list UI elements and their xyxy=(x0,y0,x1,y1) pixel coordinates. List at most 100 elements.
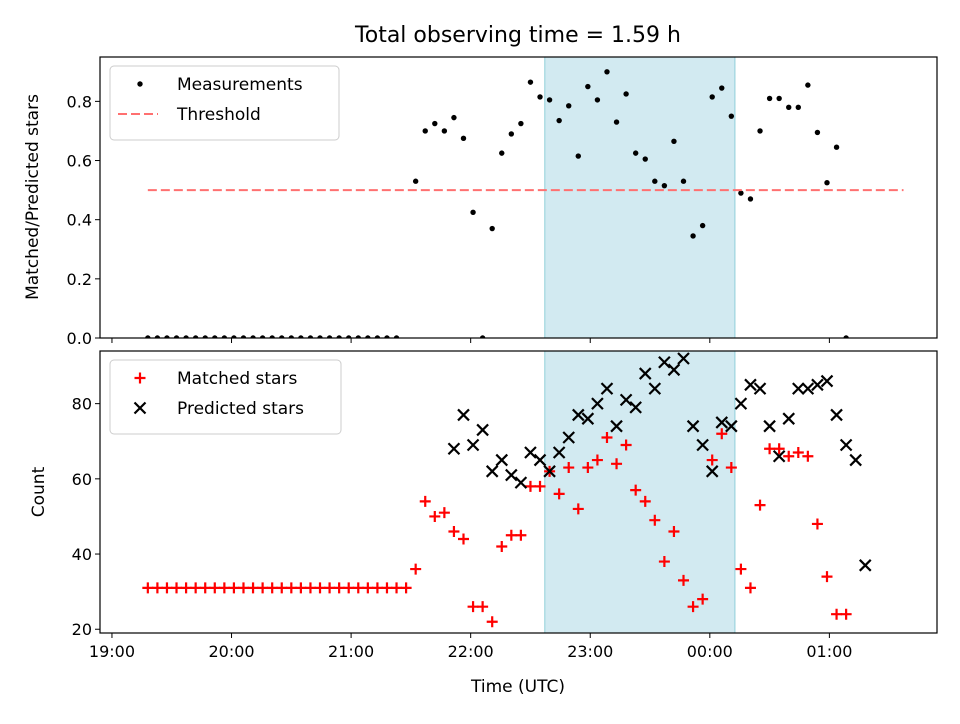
data-point xyxy=(753,382,767,395)
data-point xyxy=(451,114,457,121)
data-point xyxy=(199,582,211,594)
data-point xyxy=(432,120,438,127)
data-point xyxy=(642,156,648,162)
data-point xyxy=(831,608,843,620)
data-point xyxy=(697,593,709,605)
data-point xyxy=(858,559,872,572)
data-point xyxy=(276,582,288,594)
data-point xyxy=(792,447,804,459)
data-point xyxy=(667,363,681,377)
data-point xyxy=(314,582,326,594)
data-point xyxy=(668,525,680,537)
data-point xyxy=(343,582,355,594)
data-point xyxy=(566,103,572,109)
x-tick-label: 22:00 xyxy=(448,642,494,661)
data-point xyxy=(591,454,603,466)
data-point xyxy=(820,374,834,388)
data-point xyxy=(410,563,422,575)
data-point xyxy=(221,335,228,338)
data-point xyxy=(696,438,709,452)
data-point xyxy=(600,382,614,395)
data-point xyxy=(814,129,821,136)
data-point xyxy=(429,510,441,522)
data-point xyxy=(594,97,601,103)
data-point xyxy=(324,582,336,594)
chart-title: Total observing time = 1.59 h xyxy=(354,23,681,48)
data-point xyxy=(639,495,651,507)
data-point xyxy=(562,431,575,444)
data-point xyxy=(757,128,763,134)
data-point xyxy=(725,462,737,474)
x-tick-label: 01:00 xyxy=(806,642,852,661)
data-point xyxy=(288,335,295,338)
observing-span xyxy=(544,350,736,634)
data-point xyxy=(776,95,782,102)
x-tick-label: 23:00 xyxy=(567,642,613,661)
data-point xyxy=(279,335,285,338)
data-point xyxy=(849,453,862,467)
data-point xyxy=(518,120,524,127)
data-point xyxy=(381,582,393,594)
legend-box xyxy=(109,65,340,141)
data-point xyxy=(747,196,754,202)
data-point xyxy=(572,408,585,422)
data-point xyxy=(552,446,566,459)
legend-label: Measurements xyxy=(177,75,303,95)
data-point xyxy=(575,153,581,159)
data-point xyxy=(533,453,547,467)
panel-ratio: 0.0 0.2 0.4 0.6 0.8 Measurements Threshold xyxy=(67,56,938,348)
data-point xyxy=(705,465,719,478)
data-point xyxy=(212,335,218,338)
data-point xyxy=(457,408,470,422)
data-point xyxy=(269,335,275,338)
data-point xyxy=(154,335,161,338)
data-point xyxy=(716,428,728,440)
data-point xyxy=(735,563,747,575)
x-axis-label: Time (UTC) xyxy=(470,677,565,697)
data-point xyxy=(466,438,480,452)
data-point xyxy=(448,525,460,537)
data-point xyxy=(629,401,642,414)
data-point xyxy=(611,458,623,470)
data-point xyxy=(620,439,632,451)
data-point xyxy=(524,480,536,492)
data-point xyxy=(619,393,633,407)
panel1-ylabel: Matched/Predicted stars xyxy=(23,94,43,300)
data-point xyxy=(744,378,757,392)
data-point xyxy=(295,582,307,594)
data-point xyxy=(601,431,613,443)
data-point xyxy=(610,419,623,433)
data-point xyxy=(486,616,498,628)
data-point xyxy=(795,104,801,110)
y-tick-label: 0.6 xyxy=(67,152,92,171)
data-point xyxy=(190,582,202,594)
data-point xyxy=(687,601,699,613)
data-point xyxy=(658,356,671,369)
data-point xyxy=(811,518,823,530)
data-point xyxy=(496,541,508,553)
data-point xyxy=(623,91,629,97)
data-point xyxy=(585,83,591,90)
data-point xyxy=(508,131,515,137)
data-point xyxy=(304,582,316,594)
data-point xyxy=(485,465,499,478)
data-point xyxy=(365,335,371,338)
legend-box xyxy=(109,359,342,435)
data-point xyxy=(632,150,639,156)
observing-span xyxy=(544,56,736,339)
data-point xyxy=(240,335,247,338)
data-point xyxy=(527,79,534,85)
data-point xyxy=(824,180,830,186)
data-point xyxy=(658,556,670,568)
data-point xyxy=(843,335,849,338)
data-point xyxy=(505,529,517,541)
data-point xyxy=(352,582,364,594)
data-point xyxy=(833,144,840,150)
legend-label: Threshold xyxy=(176,105,261,125)
data-point xyxy=(680,178,687,184)
x-tick-label: 19:00 xyxy=(89,642,135,661)
data-layer xyxy=(145,69,904,338)
data-point xyxy=(333,582,345,594)
data-point xyxy=(489,225,495,232)
